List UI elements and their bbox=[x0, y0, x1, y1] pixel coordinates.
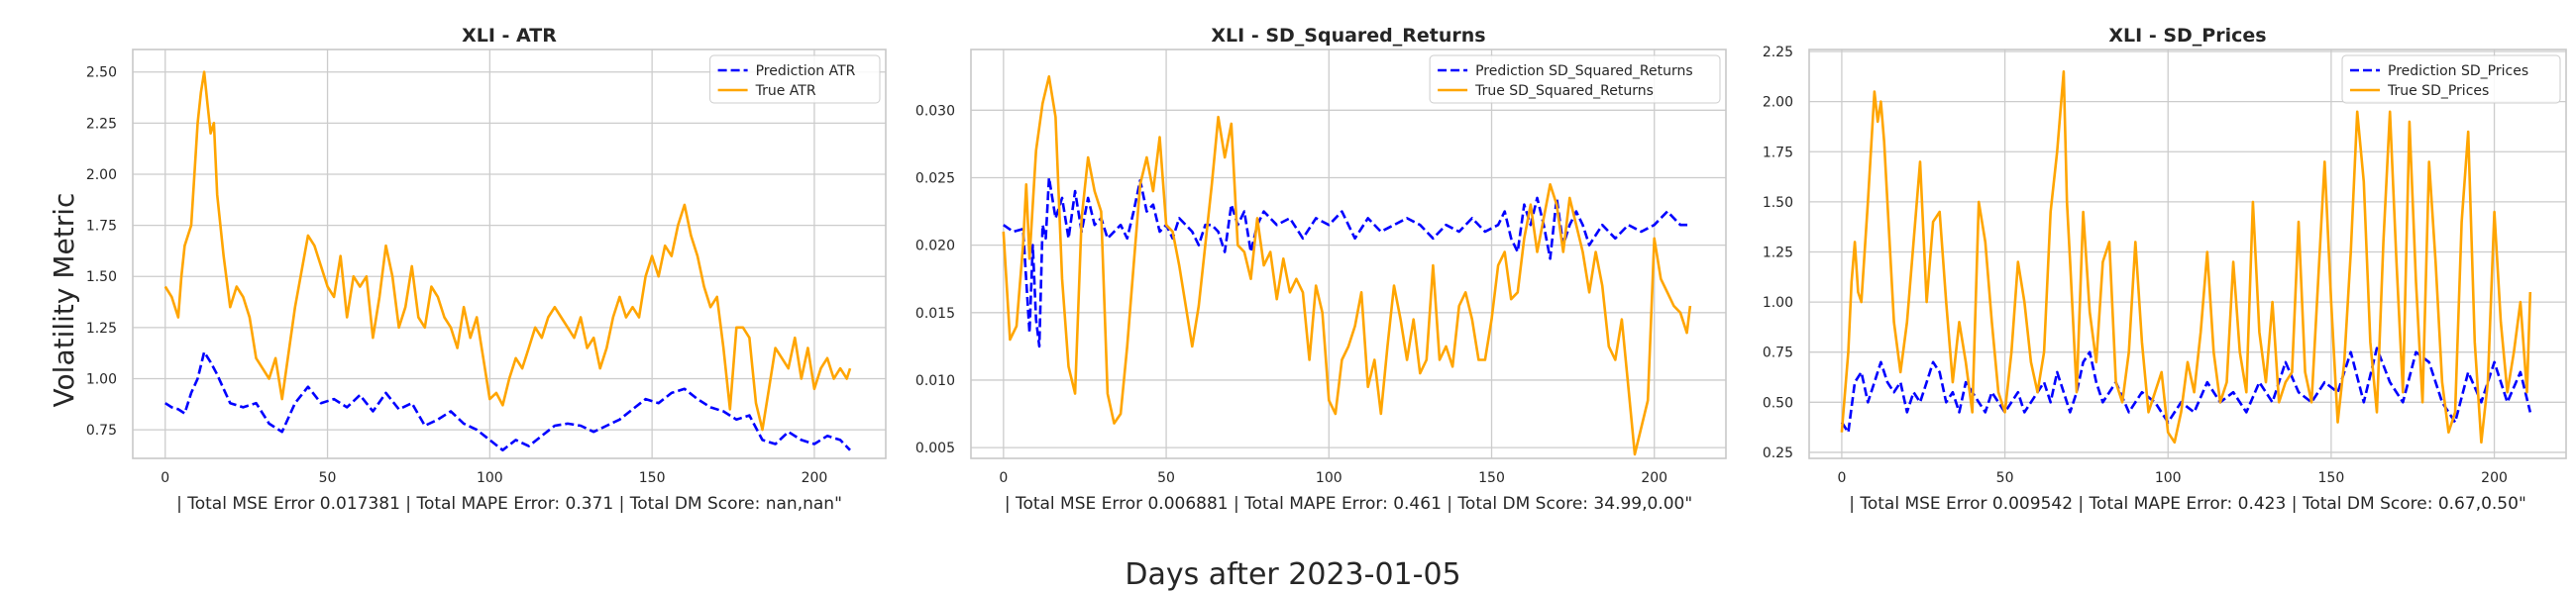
legend-label: Prediction SD_Squared_Returns bbox=[1475, 63, 1693, 79]
axes-frame bbox=[132, 49, 887, 459]
y-tick-label: 0.020 bbox=[915, 239, 955, 254]
legend: Prediction SD_Squared_Returns True SD_Squ… bbox=[1429, 54, 1721, 104]
y-tick-label: 1.50 bbox=[1763, 195, 1793, 211]
y-tick-label: 2.00 bbox=[1763, 95, 1793, 111]
legend-box bbox=[709, 54, 881, 104]
legend-label: True SD_Prices bbox=[2387, 83, 2489, 99]
y-tick-label: 2.50 bbox=[86, 65, 117, 81]
chart-footer: | Total MSE Error 0.009542 | Total MAPE … bbox=[1849, 494, 2526, 514]
x-tick-label: 50 bbox=[1157, 470, 1175, 486]
x-tick-label: 0 bbox=[999, 470, 1008, 486]
y-tick-label: 0.030 bbox=[915, 103, 955, 119]
legend: Prediction ATR True ATR bbox=[709, 54, 881, 104]
y-tick-label: 1.25 bbox=[1763, 245, 1793, 260]
chart-footer: | Total MSE Error 0.017381 | Total MAPE … bbox=[176, 494, 842, 514]
y-tick-label: 1.75 bbox=[1763, 145, 1793, 160]
y-tick-label: 0.75 bbox=[86, 423, 117, 439]
prediction-series-line bbox=[1003, 176, 1690, 348]
legend-box bbox=[2341, 54, 2561, 104]
chart-footer: | Total MSE Error 0.006881 | Total MAPE … bbox=[1005, 494, 1692, 514]
legend-box bbox=[1429, 54, 1721, 104]
y-tick-label: 1.50 bbox=[86, 269, 117, 285]
legend-label: Prediction SD_Prices bbox=[2388, 63, 2528, 79]
x-tick-label: 0 bbox=[1837, 470, 1846, 486]
y-tick-label: 0.75 bbox=[1763, 346, 1793, 361]
x-tick-label: 50 bbox=[319, 470, 337, 486]
y-tick-label: 0.25 bbox=[1763, 446, 1793, 461]
figure-ylabel: Volatility Metric bbox=[48, 193, 80, 408]
y-tick-label: 1.75 bbox=[86, 219, 117, 235]
y-tick-label: 0.015 bbox=[915, 306, 955, 322]
x-tick-label: 150 bbox=[639, 470, 666, 486]
true-series-line bbox=[1002, 75, 1692, 456]
true-series-line bbox=[163, 70, 852, 432]
y-tick-label: 0.025 bbox=[915, 170, 955, 186]
x-tick-label: 0 bbox=[161, 470, 169, 486]
x-tick-label: 200 bbox=[802, 470, 828, 486]
y-tick-label: 1.00 bbox=[1763, 295, 1793, 311]
x-tick-label: 200 bbox=[2481, 470, 2508, 486]
y-tick-label: 0.010 bbox=[915, 373, 955, 389]
legend-label: True SD_Squared_Returns bbox=[1474, 83, 1654, 99]
y-tick-label: 1.25 bbox=[86, 321, 117, 337]
legend-label: Prediction ATR bbox=[756, 63, 856, 79]
x-tick-label: 150 bbox=[1478, 470, 1505, 486]
chart-panel-atr: XLI - ATR | Total MSE Error 0.017381 | T… bbox=[86, 25, 887, 514]
true-series-line bbox=[1840, 70, 2532, 445]
legend-label: True ATR bbox=[755, 83, 816, 99]
x-tick-label: 50 bbox=[1996, 470, 2014, 486]
y-tick-label: 0.005 bbox=[915, 441, 955, 456]
chart-panel-sd-squared-returns: XLI - SD_Squared_Returns | Total MSE Err… bbox=[915, 25, 1727, 514]
y-tick-label: 2.25 bbox=[86, 116, 117, 132]
legend: Prediction SD_Prices True SD_Prices bbox=[2341, 54, 2561, 104]
chart-title: XLI - ATR bbox=[462, 25, 557, 47]
chart-title: XLI - SD_Squared_Returns bbox=[1211, 25, 1485, 47]
x-tick-label: 200 bbox=[1641, 470, 1667, 486]
chart-title: XLI - SD_Prices bbox=[2108, 25, 2266, 47]
chart-panel-sd-prices: XLI - SD_Prices | Total MSE Error 0.0095… bbox=[1763, 25, 2567, 514]
axes-frame bbox=[1808, 49, 2567, 459]
figure-xlabel: Days after 2023-01-05 bbox=[1125, 557, 1460, 592]
x-tick-label: 100 bbox=[477, 470, 503, 486]
y-tick-label: 1.00 bbox=[86, 371, 117, 387]
x-tick-label: 150 bbox=[2318, 470, 2345, 486]
prediction-series-line bbox=[1840, 346, 2532, 435]
axes-frame bbox=[970, 49, 1727, 459]
x-tick-label: 100 bbox=[1316, 470, 1342, 486]
x-tick-label: 100 bbox=[2155, 470, 2182, 486]
grid bbox=[133, 50, 886, 458]
prediction-series-line bbox=[164, 350, 851, 452]
y-tick-label: 0.50 bbox=[1763, 395, 1793, 411]
y-tick-label: 2.25 bbox=[1763, 45, 1793, 60]
grid bbox=[971, 50, 1726, 458]
y-tick-label: 2.00 bbox=[86, 167, 117, 183]
